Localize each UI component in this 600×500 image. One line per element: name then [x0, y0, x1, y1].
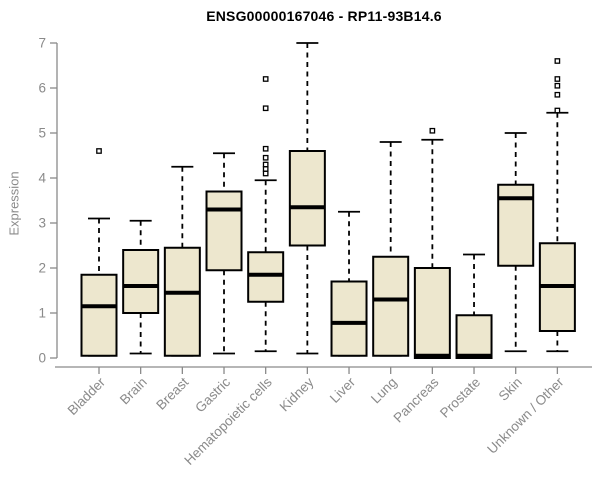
x-category-label: Breast [153, 374, 191, 412]
x-category-label: Skin [496, 375, 525, 404]
box-kidney [288, 150, 326, 247]
box-prostate [455, 314, 493, 359]
box-bladder [80, 273, 118, 357]
box-breast [163, 246, 201, 357]
x-category-label: Liver [327, 374, 359, 406]
y-tick-label: 7 [38, 36, 46, 51]
x-category-label: Brain [117, 375, 150, 408]
x-category-label: Prostate [437, 375, 483, 421]
x-category-label: Gastric [192, 374, 233, 415]
box-lung [372, 255, 410, 357]
box-brain [122, 249, 160, 314]
box-liver [330, 280, 368, 357]
x-category-label: Bladder [65, 374, 109, 418]
outlier-point [262, 161, 269, 168]
outlier-point [262, 154, 269, 161]
outlier-point [554, 58, 561, 64]
y-tick-label: 6 [38, 81, 46, 96]
y-tick-label: 3 [38, 216, 46, 231]
x-category-label: Pancreas [391, 374, 442, 425]
outlier-point [554, 91, 561, 98]
y-tick-label: 0 [38, 351, 46, 366]
y-tick-label: 1 [38, 306, 46, 321]
y-tick-label: 5 [38, 126, 46, 141]
outlier-point [262, 76, 269, 82]
box-pancreas [413, 267, 451, 359]
outlier-point [262, 105, 269, 112]
outlier-point [262, 145, 269, 152]
outlier-point [262, 166, 269, 172]
outlier-point [429, 127, 436, 134]
x-category-label: Lung [368, 375, 400, 407]
chart-title: ENSG00000167046 - RP11-93B14.6 [206, 8, 442, 24]
outlier-point [96, 148, 102, 154]
box-hematopoietic-cells [247, 251, 285, 303]
x-category-label: Unknown / Other [484, 374, 567, 457]
outlier-point [554, 107, 561, 114]
y-tick-label: 2 [38, 261, 46, 276]
outlier-point [262, 170, 269, 177]
y-tick-label: 4 [38, 171, 46, 186]
outlier-point [554, 76, 561, 82]
outlier-point [554, 82, 561, 89]
box-gastric [205, 190, 243, 272]
x-category-label: Kidney [277, 374, 317, 414]
